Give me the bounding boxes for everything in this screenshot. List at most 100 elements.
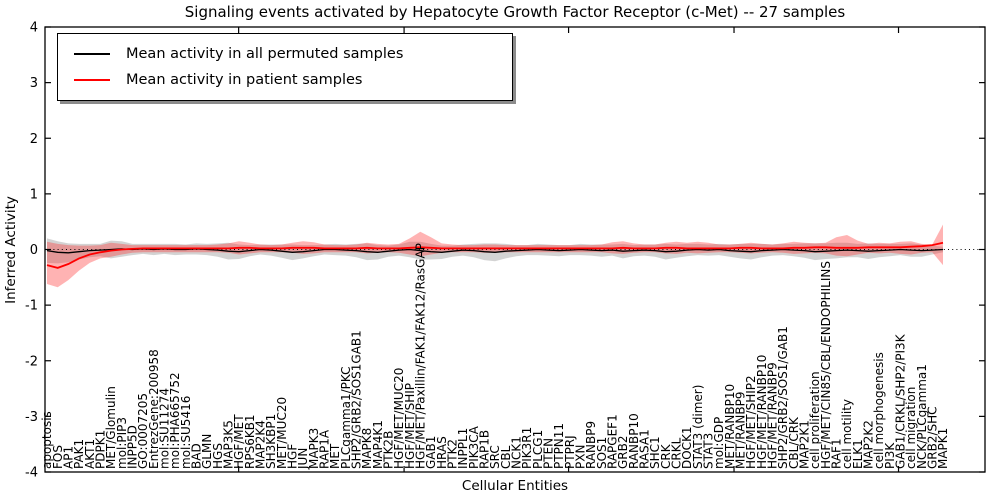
x-category-label: mol:PHA665752 [168,372,182,469]
x-category-label: cell morphogenesis [872,352,886,469]
y-tick-label: 4 [30,21,38,36]
y-tick-label: -2 [25,354,38,369]
y-tick-label: 3 [30,76,38,91]
x-category-label: RAP1A [318,429,332,469]
x-category-label: GAB1 [424,436,438,469]
x-category-label: MAP4K1 [371,420,385,469]
legend: Mean activity in all permuted samples Me… [57,33,513,101]
x-category-label: MET/MUC20 [275,397,289,469]
x-category-label: MAP2K4 [254,420,268,469]
x-category-label: MET/Glomulin [104,386,118,469]
permuted-band [47,238,943,264]
x-category-label: CRK [659,443,673,469]
patient-line-sample [74,79,110,81]
x-category-label: CBL [499,445,513,469]
x-category-label: GO:0007205 [136,393,150,469]
x-category-label: HGF/MET/SHIP2 [744,375,758,469]
x-category-label: SHP2/GRB2/SOS1GAB1 [350,330,364,469]
x-category-label: HGF/MET/Paxillin/FAK1/FAK12/RasGAP [414,243,428,469]
x-category-label: GRB2 [616,435,630,469]
x-category-label: apoptosis [40,411,54,469]
x-category-label: CRKL [670,437,684,469]
chart-title: Signaling events activated by Hepatocyte… [184,3,846,21]
x-category-label: PLCgamma1/PKC [339,366,353,469]
x-category-label: SRC [488,445,502,469]
x-category-label: MET [328,443,342,469]
x-category-label: RASA1 [638,429,652,469]
x-category-label: CBL/CRK [787,416,801,469]
y-tick-label: -4 [25,466,38,481]
x-category-label: RANBP9 [584,421,598,469]
x-category-label: HGF/MET/RANBP10 [755,355,769,469]
x-category-label: STAT3 [702,433,716,469]
legend-item-permuted: Mean activity in all permuted samples [74,41,512,67]
x-category-label: BAD [190,443,204,469]
x-category-label: RAF1 [830,438,844,469]
legend-item-patient: Mean activity in patient samples [74,67,512,93]
x-category-label: MAP2K1 [798,420,812,469]
y-tick-label: 2 [30,132,38,147]
x-category-label: mol:SU11274 [158,388,172,469]
x-category-label: SHP2/GRB2/SOS1/GAB1 [776,326,790,469]
x-category-label: PTEN [542,438,556,469]
x-category-label: PXN [574,445,588,469]
x-category-label: SOS1 [595,437,609,469]
x-category-label: MET/RANBP9 [734,392,748,469]
y-tick-label: 1 [30,187,38,202]
x-category-label: MAPK1 [936,428,950,469]
x-category-label: PLCG1 [531,430,545,469]
x-category-label: mol:GDP [712,417,726,469]
x-category-label: INPPL1 [456,428,470,469]
y-tick-label: -1 [25,299,38,314]
x-category-label: GRB2/SHC [926,406,940,469]
x-category-label: HGF/MET [232,414,246,469]
x-category-label: JUN [296,448,310,470]
x-category-label: PTK2 [446,439,460,469]
x-category-label: MAP2K2 [862,420,876,469]
x-category-label: HGF [286,444,300,469]
x-axis-label: Cellular Entities [461,478,569,494]
x-category-label: AP1 [62,446,76,469]
x-category-label: INPP5D [126,425,140,469]
x-category-label: DOCK1 [680,426,694,469]
x-category-label: HGF/MET/SHIP [403,383,417,469]
x-category-label: mol:PIP3 [115,417,129,469]
legend-label-permuted: Mean activity in all permuted samples [126,46,404,62]
x-category-label: cell proliferation [808,371,822,469]
patient-mean-line [46,241,944,269]
x-category-label: ELK1 [851,439,865,469]
x-category-label: PDPK1 [94,430,108,469]
x-category-label: HRAS [435,436,449,469]
x-category-label: PTK2B [382,431,396,469]
x-category-label: PTPN11 [552,423,566,469]
x-category-label: PTPRJ [563,435,577,469]
x-category-label: RAPGEF1 [606,414,620,469]
x-category-label: RPS6KB1 [243,414,257,469]
y-tick-label: -3 [25,410,38,425]
x-category-label: MET/RANBP10 [723,384,737,469]
x-category-label: PAK1 [72,439,86,469]
x-category-label: cell migration [904,387,918,469]
x-category-label: GAB1/CRKL/SHP2/PI3K [894,333,908,469]
x-category-label: FOS [51,445,65,469]
x-category-label: MAP3K5 [222,420,236,469]
y-tick-label: 0 [30,243,38,258]
x-category-label: PIK3CA [467,425,481,469]
x-category-label: HGF/MET/MUC20 [392,368,406,469]
x-category-label: NCK/PLCgamma1 [915,364,929,469]
x-category-label: MAPK8 [360,428,374,469]
x-category-label: HGF/MET/CIN85/CBL/ENDOPHILINS [819,261,833,469]
x-category-label: RANBP10 [627,413,641,469]
x-category-label: HGS [211,443,225,469]
x-category-label: GLMN [200,434,214,469]
x-category-label: cell motility [840,399,854,469]
y-axis-label: Inferred Activity [3,196,19,304]
x-category-label: mol:SU5416 [179,396,193,469]
x-category-label: AKT1 [83,439,97,469]
legend-label-patient: Mean activity in patient samples [126,72,363,88]
x-category-label: EntrezGene:200958 [147,349,161,469]
x-category-label: HGF/MET/RANBP9 [766,362,780,469]
permuted-line-sample [74,53,110,55]
